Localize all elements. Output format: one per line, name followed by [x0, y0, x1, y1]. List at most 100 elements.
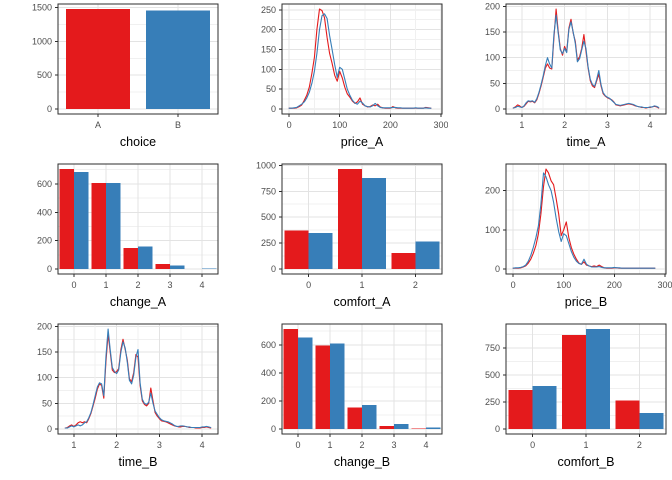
- svg-text:100: 100: [556, 280, 571, 290]
- svg-text:comfort_A: comfort_A: [334, 295, 392, 309]
- svg-text:100: 100: [485, 225, 500, 235]
- svg-text:300: 300: [433, 120, 448, 130]
- svg-text:price_A: price_A: [341, 135, 384, 149]
- svg-text:250: 250: [485, 397, 500, 407]
- svg-text:3: 3: [605, 120, 610, 130]
- svg-text:0: 0: [47, 104, 52, 114]
- change-b-bar-chart: 0 1 2 3 4 0 200 400 600 change_B: [261, 323, 443, 469]
- svg-text:750: 750: [261, 186, 276, 196]
- svg-text:1: 1: [519, 120, 524, 130]
- svg-text:750: 750: [485, 343, 500, 353]
- svg-text:2: 2: [359, 440, 364, 450]
- svg-text:150: 150: [37, 347, 52, 357]
- svg-text:0: 0: [71, 280, 76, 290]
- svg-text:400: 400: [37, 207, 52, 217]
- svg-text:2: 2: [413, 280, 418, 290]
- svg-text:0: 0: [530, 440, 535, 450]
- panel-change-a: 0 1 2 3 4 0 200 400 600 change_A: [0, 160, 224, 320]
- svg-text:time_A: time_A: [567, 135, 607, 149]
- panel-choice: A B 0 500 1000 1500 choice: [0, 0, 224, 160]
- svg-text:500: 500: [261, 212, 276, 222]
- svg-text:200: 200: [37, 321, 52, 331]
- svg-text:600: 600: [261, 340, 276, 350]
- svg-text:100: 100: [261, 64, 276, 74]
- svg-text:3: 3: [391, 440, 396, 450]
- choice-bar-chart: A B 0 500 1000 1500 choice: [32, 3, 219, 149]
- svg-text:2: 2: [135, 280, 140, 290]
- svg-text:50: 50: [42, 398, 52, 408]
- svg-text:250: 250: [261, 238, 276, 248]
- svg-text:1: 1: [359, 280, 364, 290]
- svg-text:A: A: [95, 120, 101, 130]
- svg-text:2: 2: [114, 440, 119, 450]
- svg-text:100: 100: [332, 120, 347, 130]
- svg-text:600: 600: [37, 179, 52, 189]
- svg-text:1000: 1000: [256, 160, 276, 170]
- svg-text:0: 0: [495, 104, 500, 114]
- svg-text:comfort_B: comfort_B: [558, 455, 615, 469]
- svg-text:200: 200: [383, 120, 398, 130]
- svg-text:time_B: time_B: [119, 455, 158, 469]
- svg-text:2: 2: [562, 120, 567, 130]
- panel-time-a: 1 2 3 4 0 50 100 150 200 time_A: [448, 0, 672, 160]
- svg-text:200: 200: [37, 236, 52, 246]
- svg-text:0: 0: [495, 424, 500, 434]
- svg-text:500: 500: [37, 70, 52, 80]
- svg-text:0: 0: [271, 424, 276, 434]
- svg-text:4: 4: [200, 440, 205, 450]
- panel-price-b: 0 100 200 300 0 100 200 price_B: [448, 160, 672, 320]
- svg-text:change_A: change_A: [110, 295, 167, 309]
- svg-text:0: 0: [271, 264, 276, 274]
- svg-text:200: 200: [485, 1, 500, 11]
- svg-text:2: 2: [637, 440, 642, 450]
- time-b-line-chart: 1 2 3 4 0 50 100 150 200 time_B: [37, 321, 219, 469]
- svg-text:500: 500: [485, 370, 500, 380]
- svg-text:50: 50: [266, 84, 276, 94]
- svg-text:B: B: [175, 120, 181, 130]
- svg-text:0: 0: [271, 104, 276, 114]
- svg-text:0: 0: [47, 424, 52, 434]
- svg-text:0: 0: [306, 280, 311, 290]
- svg-text:400: 400: [261, 368, 276, 378]
- svg-text:50: 50: [490, 78, 500, 88]
- svg-text:0: 0: [295, 440, 300, 450]
- svg-text:150: 150: [485, 27, 500, 37]
- panel-comfort-b: 0 1 2 0 250 500 750 comfort_B: [448, 320, 672, 480]
- svg-text:1500: 1500: [32, 3, 52, 13]
- svg-text:150: 150: [261, 44, 276, 54]
- svg-text:4: 4: [423, 440, 428, 450]
- svg-text:1: 1: [327, 440, 332, 450]
- panel-change-b: 0 1 2 3 4 0 200 400 600 change_B: [224, 320, 448, 480]
- panel-price-a: 0 100 200 300 0 50 100 150 200 250 price_A: [224, 0, 448, 160]
- svg-text:4: 4: [648, 120, 653, 130]
- comfort-b-bar-chart: 0 1 2 0 250 500 750 comfort_B: [485, 323, 667, 469]
- svg-text:change_B: change_B: [334, 455, 390, 469]
- svg-text:1: 1: [103, 280, 108, 290]
- svg-text:price_B: price_B: [565, 295, 607, 309]
- svg-text:200: 200: [607, 280, 622, 290]
- svg-text:200: 200: [261, 25, 276, 35]
- svg-text:1: 1: [71, 440, 76, 450]
- svg-text:200: 200: [261, 396, 276, 406]
- price-a-line-chart: 0 100 200 300 0 50 100 150 200 250 price_A: [261, 3, 448, 149]
- svg-text:0: 0: [495, 264, 500, 274]
- panel-comfort-a: 0 1 2 0 250 500 750 1000 comfort_A: [224, 160, 448, 320]
- svg-text:4: 4: [199, 280, 204, 290]
- svg-text:3: 3: [167, 280, 172, 290]
- svg-text:250: 250: [261, 5, 276, 15]
- panel-time-b: 1 2 3 4 0 50 100 150 200 time_B: [0, 320, 224, 480]
- svg-text:100: 100: [37, 373, 52, 383]
- svg-text:0: 0: [47, 264, 52, 274]
- svg-text:choice: choice: [120, 135, 156, 149]
- svg-text:0: 0: [511, 280, 516, 290]
- svg-text:1: 1: [583, 440, 588, 450]
- change-a-bar-chart: 0 1 2 3 4 0 200 400 600 change_A: [37, 163, 219, 309]
- svg-text:100: 100: [485, 53, 500, 63]
- svg-text:3: 3: [157, 440, 162, 450]
- svg-text:300: 300: [657, 280, 672, 290]
- svg-text:1000: 1000: [32, 36, 52, 46]
- svg-text:200: 200: [485, 186, 500, 196]
- time-a-line-chart: 1 2 3 4 0 50 100 150 200 time_A: [485, 1, 667, 149]
